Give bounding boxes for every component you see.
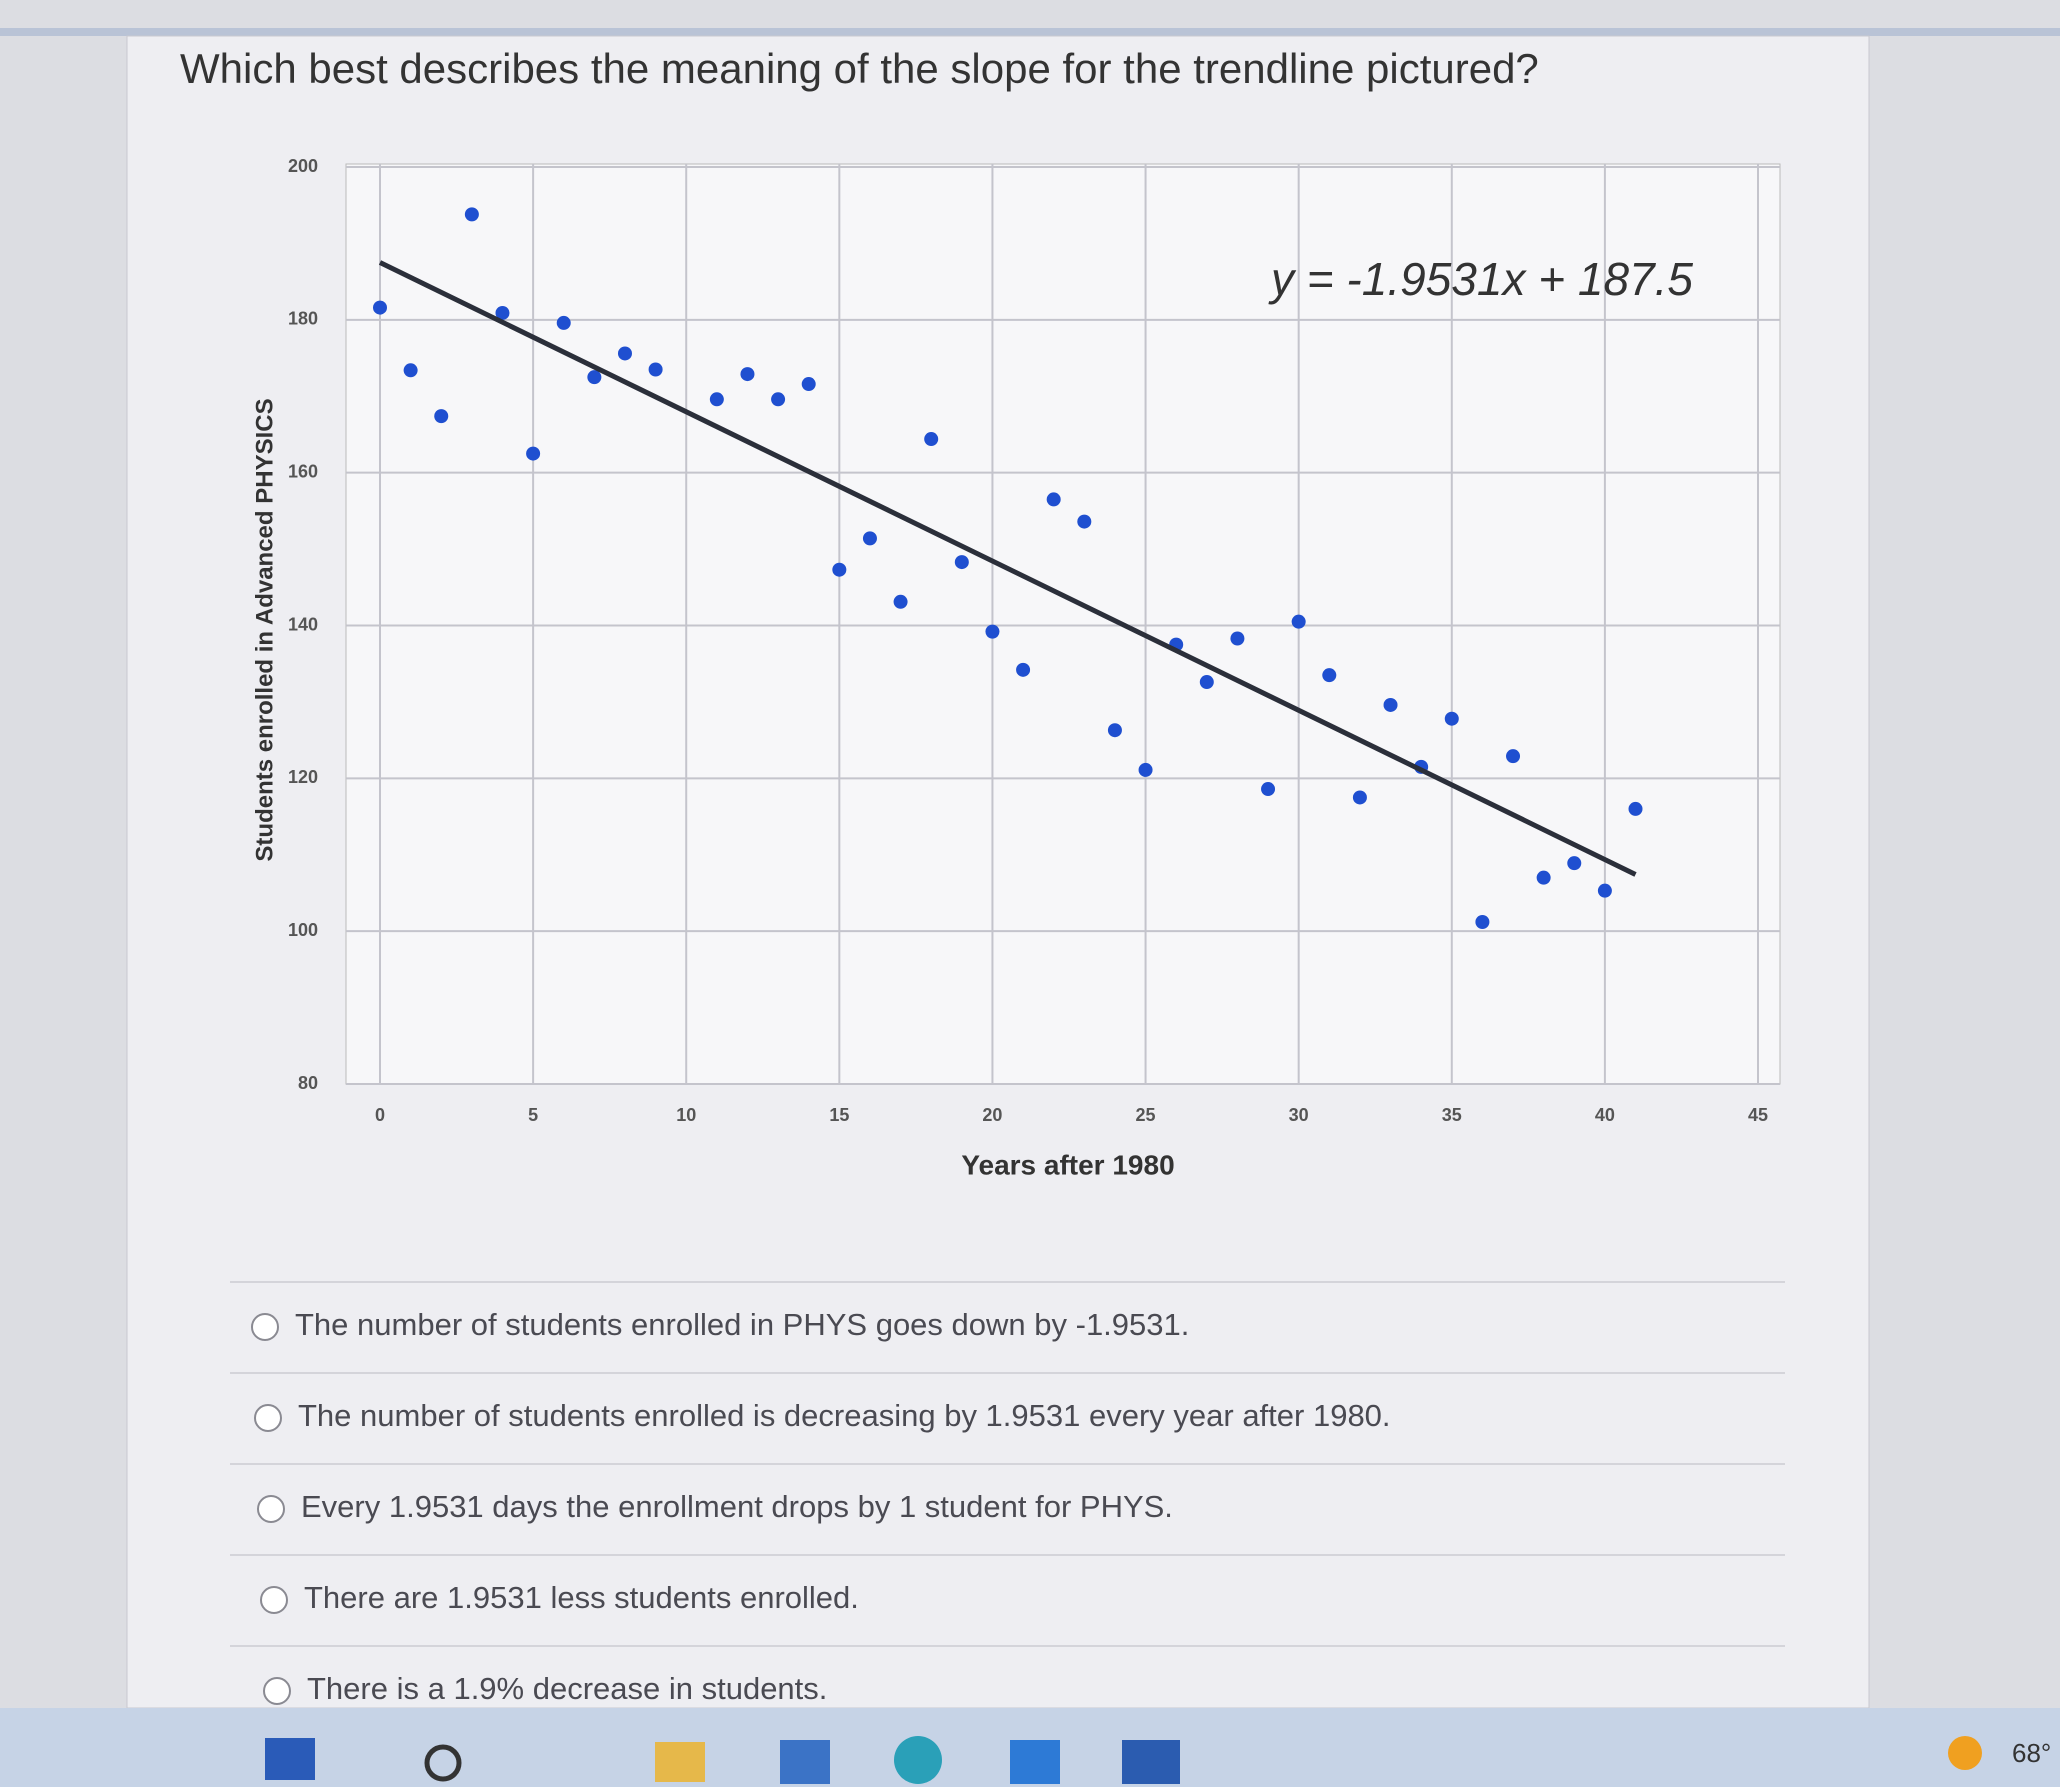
store-icon[interactable] [1010, 1740, 1060, 1784]
data-point [740, 367, 755, 382]
y-tick-label: 80 [298, 1073, 318, 1093]
x-tick-label: 10 [676, 1105, 696, 1125]
data-point [862, 531, 877, 546]
x-tick-label: 45 [1748, 1105, 1768, 1125]
data-point [434, 409, 449, 424]
radio-button[interactable] [254, 1404, 282, 1432]
y-tick-label: 120 [288, 767, 318, 787]
data-point [1077, 514, 1092, 529]
trendline-equation: y = -1.9531x + 187.5 [1268, 253, 1693, 305]
data-point [801, 377, 816, 392]
y-tick-label: 180 [288, 309, 318, 329]
trendline [378, 260, 1637, 877]
option-text: There is a 1.9% decrease in students. [307, 1671, 827, 1706]
data-point [1261, 782, 1276, 797]
x-tick-label: 30 [1289, 1105, 1309, 1125]
search-icon[interactable] [424, 1744, 462, 1782]
data-point [403, 363, 418, 378]
word-icon[interactable] [1122, 1740, 1180, 1784]
data-point [985, 624, 1000, 639]
x-tick-label: 15 [829, 1105, 849, 1125]
data-point [771, 392, 786, 407]
data-point [1230, 631, 1245, 646]
data-point [1016, 662, 1031, 677]
data-point [924, 432, 939, 447]
app-icon[interactable] [265, 1738, 315, 1780]
data-point [587, 370, 602, 385]
x-tick-label: 5 [528, 1105, 538, 1125]
edge-icon[interactable] [894, 1736, 942, 1784]
data-point [1567, 856, 1582, 871]
option-text: The number of students enrolled is decre… [298, 1398, 1391, 1433]
data-point [832, 562, 847, 577]
data-point [893, 594, 908, 609]
option-text: The number of students enrolled in PHYS … [295, 1307, 1189, 1342]
option-text: Every 1.9531 days the enrollment drops b… [301, 1489, 1173, 1524]
question-text: Which best describes the meaning of the … [180, 45, 1539, 92]
folder-icon[interactable] [655, 1742, 705, 1782]
radio-button[interactable] [263, 1677, 291, 1705]
data-point [1475, 914, 1490, 929]
data-point [1107, 723, 1122, 738]
data-point [1138, 762, 1153, 777]
data-point [954, 555, 969, 570]
y-tick-label: 100 [288, 920, 318, 940]
x-tick-label: 25 [1136, 1105, 1156, 1125]
data-point [1291, 614, 1306, 629]
data-point [1322, 668, 1337, 683]
y-tick-label: 160 [288, 461, 318, 481]
data-point [1046, 492, 1061, 507]
y-tick-label: 200 [288, 156, 318, 176]
x-axis-title: Years after 1980 [961, 1149, 1174, 1180]
data-point [1444, 711, 1459, 726]
data-point [1628, 801, 1643, 816]
data-point [617, 346, 632, 361]
radio-button[interactable] [251, 1313, 279, 1341]
x-tick-label: 20 [982, 1105, 1002, 1125]
mail-icon[interactable] [780, 1740, 830, 1784]
data-point [1506, 749, 1521, 764]
y-axis-title: Students enrolled in Advanced PHYSICS [251, 398, 278, 861]
data-point [1199, 675, 1214, 690]
top-bar [0, 28, 2060, 36]
radio-button[interactable] [260, 1586, 288, 1614]
data-point [526, 446, 541, 461]
data-point [648, 362, 663, 377]
data-point [709, 392, 724, 407]
data-point [1352, 790, 1367, 805]
data-point [1383, 697, 1398, 712]
data-point [1536, 870, 1551, 885]
data-point [464, 207, 479, 222]
radio-button[interactable] [257, 1495, 285, 1523]
x-tick-label: 35 [1442, 1105, 1462, 1125]
option-text: There are 1.9531 less students enrolled. [304, 1580, 859, 1615]
x-tick-label: 40 [1595, 1105, 1615, 1125]
data-point [373, 300, 387, 315]
weather-text: 68° [2012, 1738, 2051, 1768]
data-point [495, 305, 510, 320]
x-tick-label: 0 [375, 1105, 385, 1125]
weather-icon [1948, 1736, 1982, 1770]
y-tick-label: 140 [288, 614, 318, 634]
data-point [1597, 883, 1612, 898]
data-point [556, 315, 571, 330]
